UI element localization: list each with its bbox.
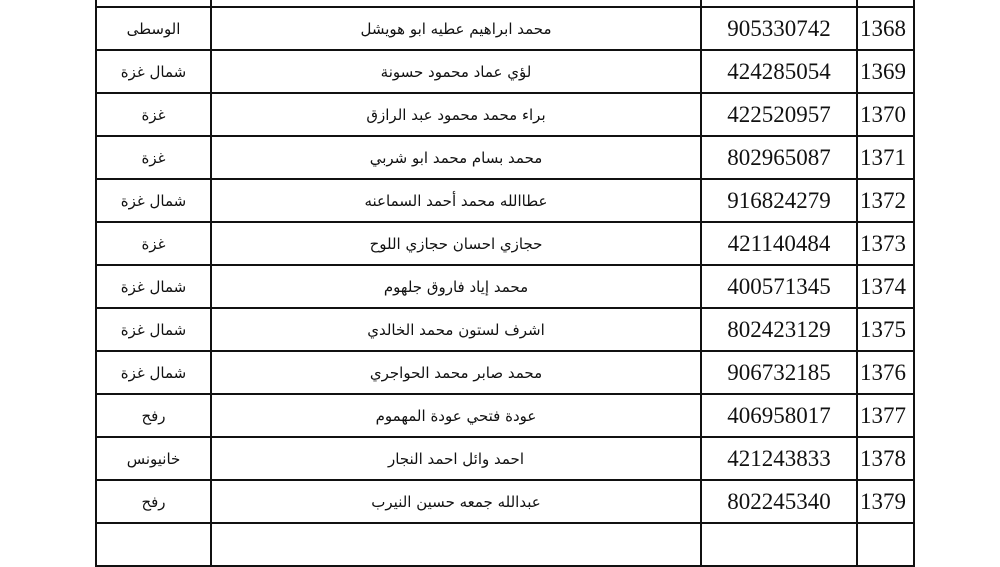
number-cell: 1371 (856, 135, 915, 180)
table-row-partial (95, 0, 915, 8)
table-row: شمال غزة محمد صابر محمد الحواجري 906732185… (95, 350, 915, 395)
table-row: غزة براء محمد محمود عبد الرازق 422520957 13… (95, 92, 915, 137)
name-cell: براء محمد محمود عبد الرازق (210, 92, 702, 137)
name-cell: لؤي عماد محمود حسونة (210, 49, 702, 94)
table-row: رفح عبدالله جمعه حسين النيرب 802245340 1379 (95, 479, 915, 524)
number-cell: 1370 (856, 92, 915, 137)
name-cell: احمد وائل احمد النجار (210, 436, 702, 481)
id-cell: 905330742 (700, 6, 858, 51)
name-cell (210, 0, 702, 8)
empty-cell (210, 522, 702, 567)
id-cell: 916824279 (700, 178, 858, 223)
number-cell: 1369 (856, 49, 915, 94)
region-cell: خانيونس (95, 436, 212, 481)
region-cell: غزة (95, 135, 212, 180)
id-cell (700, 0, 858, 8)
number-cell: 1372 (856, 178, 915, 223)
table-row: شمال غزة محمد إياد فاروق جلهوم 400571345 13… (95, 264, 915, 309)
empty-cell (95, 522, 212, 567)
region-cell: الوسطى (95, 6, 212, 51)
id-cell: 400571345 (700, 264, 858, 309)
name-cell: محمد إياد فاروق جلهوم (210, 264, 702, 309)
empty-cell (700, 522, 858, 567)
id-cell: 802965087 (700, 135, 858, 180)
region-cell: رفح (95, 479, 212, 524)
region-cell (95, 0, 212, 8)
id-cell: 422520957 (700, 92, 858, 137)
number-cell: 1375 (856, 307, 915, 352)
number-cell (856, 0, 915, 8)
name-cell: محمد صابر محمد الحواجري (210, 350, 702, 395)
table-row: شمال غزة اشرف لستون محمد الخالدي 802423129… (95, 307, 915, 352)
id-cell: 406958017 (700, 393, 858, 438)
table-row: شمال غزة عطاالله محمد أحمد السماعنه 916824… (95, 178, 915, 223)
id-cell: 421140484 (700, 221, 858, 266)
region-cell: شمال غزة (95, 49, 212, 94)
name-cell: عودة فتحي عودة المهموم (210, 393, 702, 438)
table-body: الوسطى محمد ابراهيم عطيه ابو هويشل 9053307… (95, 0, 915, 567)
records-table: الوسطى محمد ابراهيم عطيه ابو هويشل 9053307… (95, 0, 915, 567)
id-cell: 802245340 (700, 479, 858, 524)
name-cell: عبدالله جمعه حسين النيرب (210, 479, 702, 524)
table-row: رفح عودة فتحي عودة المهموم 406958017 1377 (95, 393, 915, 438)
table-row: غزة حجازي احسان حجازي اللوح 421140484 1373 (95, 221, 915, 266)
region-cell: رفح (95, 393, 212, 438)
name-cell: محمد ابراهيم عطيه ابو هويشل (210, 6, 702, 51)
table-row-partial (95, 522, 915, 567)
number-cell: 1368 (856, 6, 915, 51)
number-cell: 1377 (856, 393, 915, 438)
number-cell: 1379 (856, 479, 915, 524)
region-cell: شمال غزة (95, 178, 212, 223)
number-cell: 1378 (856, 436, 915, 481)
name-cell: محمد بسام محمد ابو شربي (210, 135, 702, 180)
id-cell: 421243833 (700, 436, 858, 481)
table-row: الوسطى محمد ابراهيم عطيه ابو هويشل 9053307… (95, 6, 915, 51)
empty-cell (856, 522, 915, 567)
region-cell: غزة (95, 92, 212, 137)
name-cell: حجازي احسان حجازي اللوح (210, 221, 702, 266)
id-cell: 424285054 (700, 49, 858, 94)
number-cell: 1373 (856, 221, 915, 266)
number-cell: 1374 (856, 264, 915, 309)
name-cell: عطاالله محمد أحمد السماعنه (210, 178, 702, 223)
id-cell: 802423129 (700, 307, 858, 352)
table-row: غزة محمد بسام محمد ابو شربي 802965087 1371 (95, 135, 915, 180)
name-cell: اشرف لستون محمد الخالدي (210, 307, 702, 352)
table-row: خانيونس احمد وائل احمد النجار 421243833 137… (95, 436, 915, 481)
table-row: شمال غزة لؤي عماد محمود حسونة 424285054 136… (95, 49, 915, 94)
region-cell: شمال غزة (95, 264, 212, 309)
region-cell: غزة (95, 221, 212, 266)
number-cell: 1376 (856, 350, 915, 395)
id-cell: 906732185 (700, 350, 858, 395)
region-cell: شمال غزة (95, 350, 212, 395)
region-cell: شمال غزة (95, 307, 212, 352)
